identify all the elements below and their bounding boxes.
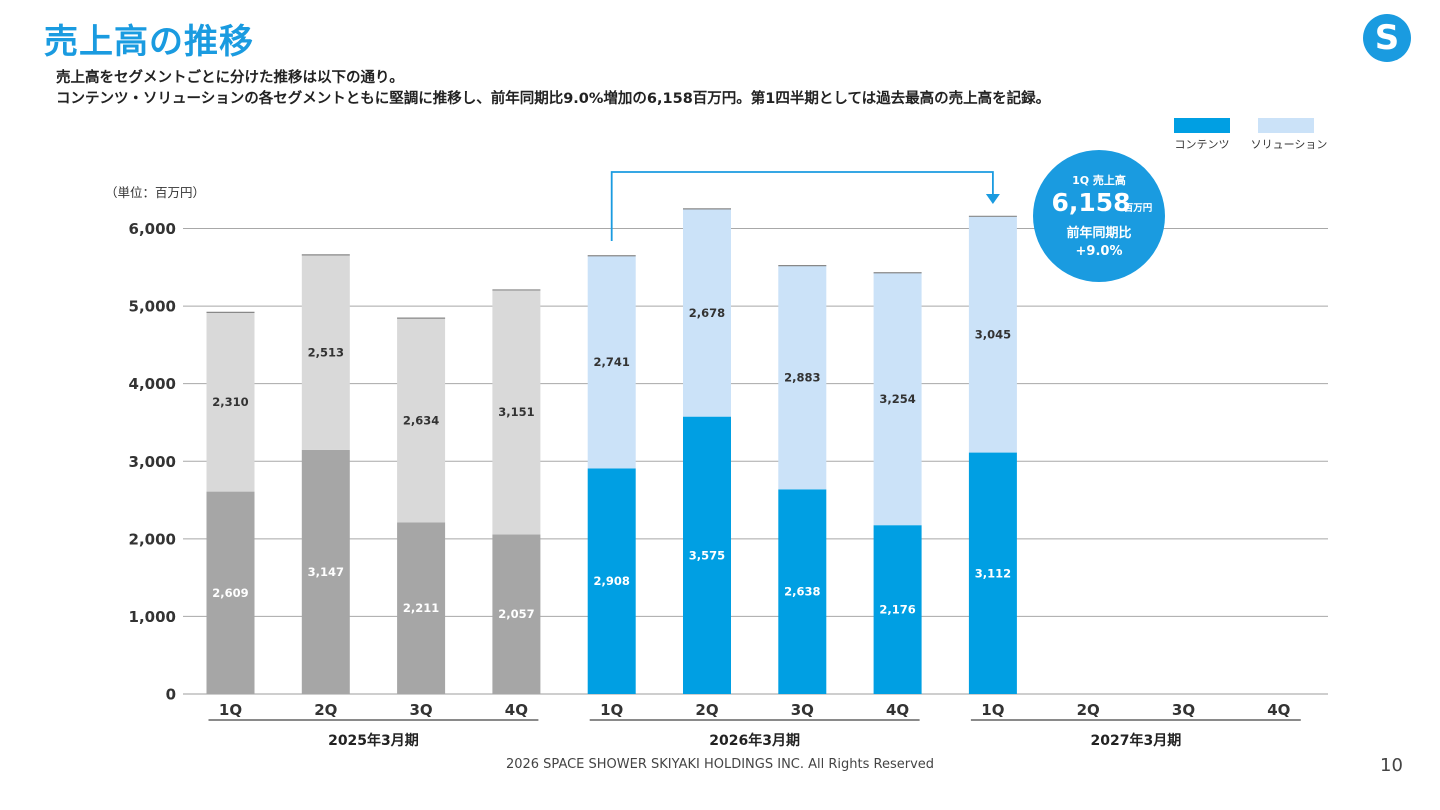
bar-contents [873,525,922,694]
x-tick-label: 4Q [886,701,909,719]
x-tick-label: 4Q [505,701,528,719]
x-tick-label: 2Q [695,701,718,719]
bar-solution [492,289,541,535]
comparison-arrow-line [610,171,994,241]
bar-solution [301,254,350,450]
legend-swatch-solution [1258,118,1314,133]
y-tick-label: 0 [166,686,176,704]
data-label-solution: 2,310 [212,395,248,409]
data-label-solution: 2,513 [308,345,344,359]
data-label-contents: 2,057 [498,607,534,621]
y-tick-label: 6,000 [129,220,176,238]
company-logo-icon: S [1363,14,1411,62]
data-label-solution: 2,883 [784,370,820,384]
page-number: 10 [1380,755,1403,776]
data-label-solution: 2,741 [594,355,630,369]
data-label-solution: 2,678 [689,306,725,320]
y-tick-label: 5,000 [129,298,176,316]
data-label-contents: 2,176 [879,603,915,617]
data-label-solution: 3,254 [879,392,915,406]
bar-solution [778,265,827,490]
comparison-arrowhead-icon [985,194,1000,204]
description-line-1: 売上高をセグメントごとに分けた推移は以下の通り。 [56,70,404,86]
callout-yoy-value: +9.0% [1076,244,1123,259]
callout-unit: 百万円 [1124,203,1153,214]
data-label-contents: 2,638 [784,585,820,599]
data-label-contents: 3,575 [689,548,725,562]
y-tick-label: 1,000 [129,608,176,626]
x-tick-label: 1Q [219,701,242,719]
data-label-contents: 3,112 [975,566,1011,580]
bar-contents [968,452,1017,694]
x-tick-label: 1Q [600,701,623,719]
group-label: 2027年3月期 [1090,732,1181,749]
bar-contents [206,491,255,694]
x-tick-label: 1Q [981,701,1004,719]
group-label: 2026年3月期 [709,732,800,749]
x-tick-label: 4Q [1267,701,1290,719]
y-tick-label: 2,000 [129,530,176,548]
x-tick-label: 3Q [791,701,814,719]
data-label-contents: 2,211 [403,601,439,615]
data-label-contents: 2,908 [594,574,630,588]
footer-copyright: 2026 SPACE SHOWER SKIYAKI HOLDINGS INC. … [505,757,935,772]
bar-solution [683,208,731,417]
x-tick-label: 2Q [1077,701,1100,719]
callout-value: 6,158 [1051,188,1130,217]
data-label-solution: 3,045 [975,327,1011,341]
legend-swatch-contents [1174,118,1230,133]
x-tick-label: 3Q [1172,701,1195,719]
group-label: 2025年3月期 [328,732,419,749]
callout-heading: 1Q 売上高 [1072,173,1126,187]
bar-solution [873,272,922,526]
legend-label-solution: ソリューション [1251,138,1328,151]
bar-solution [206,312,255,492]
data-label-solution: 3,151 [498,405,534,419]
page-title: 売上高の推移 [44,22,254,62]
callout-circle [1033,150,1165,282]
legend-label-contents: コンテンツ [1175,138,1230,151]
data-label-solution: 2,634 [403,413,439,427]
bar-contents [301,449,350,694]
y-tick-label: 3,000 [129,453,176,471]
unit-label: （単位：百万円） [105,185,205,200]
bar-contents [683,416,731,694]
callout-yoy-label: 前年同期比 [1066,225,1131,241]
bar-solution [397,318,446,523]
y-tick-label: 4,000 [129,375,176,393]
bar-contents [492,534,541,694]
x-tick-label: 3Q [409,701,432,719]
description-line-2: コンテンツ・ソリューションの各セグメントともに堅調に推移し、前年同期比9.0%増… [56,91,1051,107]
bar-contents [397,522,446,694]
bar-contents [587,468,636,694]
data-label-contents: 2,609 [212,586,248,600]
bar-solution [968,216,1017,453]
bar-solution [587,255,636,469]
x-tick-label: 2Q [314,701,337,719]
data-label-contents: 3,147 [308,565,344,579]
bar-contents [778,489,827,694]
